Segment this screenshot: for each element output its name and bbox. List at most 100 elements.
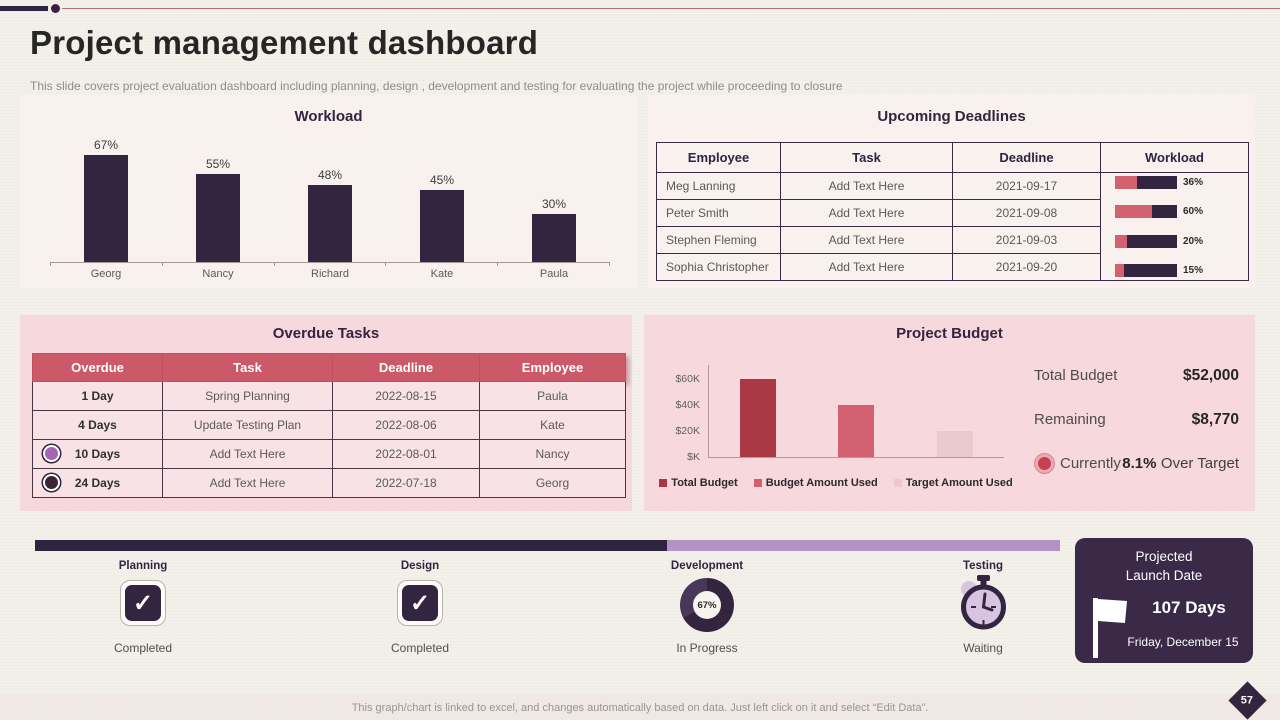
- overdue-task: Spring Planning: [162, 381, 333, 411]
- legend-item: Total Budget: [659, 477, 738, 489]
- overdue-days: 1 Day: [32, 381, 163, 411]
- currently-label: Currently: [1060, 455, 1121, 472]
- checkbox-checked-icon: ✓: [397, 580, 443, 626]
- workload-bar: 67%: [84, 138, 128, 262]
- deadlines-employee: Peter Smith: [656, 199, 781, 227]
- flag-icon: [1093, 598, 1127, 658]
- milestone-status: Waiting: [963, 641, 1003, 655]
- workload-bar-chart[interactable]: 67% 55% 48% 45% 30%: [50, 138, 610, 262]
- overdue-employee: Georg: [479, 468, 626, 498]
- workload-bar-column: 55%: [162, 143, 274, 262]
- workload-mini-bar-row: 15%: [1101, 263, 1248, 277]
- launch-date: Friday, December 15: [1127, 635, 1239, 649]
- timeline-progress-bar: [35, 540, 1060, 551]
- budget-currently-row: Currently 8.1% Over Target: [1034, 455, 1239, 473]
- overdue-col-task: Task: [162, 353, 333, 382]
- workload-category: Richard: [311, 268, 349, 280]
- workload-bar-value: 45%: [429, 173, 455, 187]
- budget-bar-used: [838, 405, 875, 457]
- overdue-days: 10 Days: [32, 439, 163, 469]
- donut-percent-label: 67%: [693, 591, 721, 619]
- workload-mini-label: 36%: [1183, 177, 1204, 188]
- remaining-value: $8,770: [1191, 411, 1239, 428]
- overdue-col-employee: Employee: [479, 353, 626, 382]
- table-row: Stephen Fleming Add Text Here 2021-09-03: [656, 226, 1249, 254]
- deadlines-employee: Meg Lanning: [656, 172, 781, 200]
- development-donut-chart[interactable]: 67%: [680, 578, 734, 632]
- overdue-days: 24 Days: [32, 468, 163, 498]
- deadlines-col-employee: Employee: [656, 142, 781, 173]
- overdue-panel: Overdue Tasks Overdue Task Deadline Empl…: [20, 315, 632, 511]
- legend-item: Target Amount Used: [893, 477, 1013, 489]
- budget-bar-total: [740, 379, 777, 457]
- deadlines-deadline: 2021-09-08: [952, 199, 1101, 227]
- deadlines-employee: Stephen Fleming: [656, 226, 781, 254]
- deadlines-table: Employee Task Deadline Workload Meg Lann…: [656, 142, 1249, 281]
- page-title: Project management dashboard: [30, 24, 539, 61]
- workload-category-labels: Georg Nancy Richard Kate Paula: [50, 268, 610, 280]
- workload-mini-bar-row: 36%: [1101, 176, 1248, 189]
- workload-bar: 30%: [532, 197, 576, 262]
- budget-stat-row: Remaining $8,770: [1034, 411, 1239, 429]
- overdue-employee: Nancy: [479, 439, 626, 469]
- workload-title: Workload: [294, 108, 363, 125]
- milestone-design: Design ✓ Completed: [350, 560, 490, 658]
- overdue-title: Overdue Tasks: [272, 325, 380, 342]
- overdue-days-text: 24 Days: [74, 476, 121, 490]
- deadlines-title: Upcoming Deadlines: [877, 108, 1026, 125]
- milestone-name: Design: [400, 560, 440, 572]
- workload-mini-bar-row: 60%: [1101, 205, 1248, 219]
- workload-x-axis: [50, 262, 610, 266]
- workload-category: Nancy: [202, 268, 234, 280]
- deadlines-employee: Sophia Christopher: [656, 253, 781, 281]
- over-target-pct: 8.1%: [1122, 455, 1157, 472]
- currently-indicator: Currently: [1034, 455, 1121, 473]
- table-row: 10 Days Add Text Here 2022-08-01 Nancy: [32, 439, 626, 469]
- stopwatch-icon: [961, 575, 1006, 630]
- table-row: 24 Days Add Text Here 2022-07-18 Georg: [32, 468, 626, 498]
- deadlines-task: Add Text Here: [780, 199, 953, 227]
- total-budget-label: Total Budget: [1034, 367, 1118, 384]
- workload-mini-bar: [1115, 263, 1177, 277]
- budget-bar-chart[interactable]: $60K $40K $20K $K Total Budget Budget Am…: [656, 365, 1016, 505]
- overdue-col-deadline: Deadline: [332, 353, 480, 382]
- budget-bar-target: [936, 431, 973, 457]
- legend-swatch-icon: [659, 479, 668, 487]
- workload-mini-label: 60%: [1183, 206, 1204, 218]
- overdue-marker-purple-icon: [45, 447, 58, 460]
- overdue-task: Update Testing Plan: [162, 410, 333, 440]
- workload-mini-bar: [1115, 205, 1177, 219]
- deadlines-deadline: 2021-09-03: [952, 226, 1101, 254]
- overdue-table: Overdue Task Deadline Employee 1 Day Spr…: [32, 353, 626, 498]
- milestone-testing: Testing Waiting: [913, 560, 1053, 658]
- workload-mini-bar: [1115, 234, 1177, 248]
- budget-legend: Total Budget Budget Amount Used Target A…: [656, 477, 1016, 489]
- workload-category: Kate: [430, 268, 454, 280]
- milestone-name: Planning: [118, 560, 168, 572]
- deadlines-task: Add Text Here: [780, 253, 953, 281]
- deadlines-workload-chart[interactable]: 36% 60% 20%: [1100, 172, 1249, 281]
- workload-bar-column: 48%: [274, 143, 386, 262]
- legend-label: Target Amount Used: [905, 477, 1013, 489]
- overdue-deadline: 2022-08-15: [332, 381, 480, 411]
- workload-bar: 45%: [420, 173, 464, 262]
- checkbox-checked-icon: ✓: [120, 580, 166, 626]
- overdue-col-overdue: Overdue: [32, 353, 163, 382]
- overdue-employee: Paula: [479, 381, 626, 411]
- milestone-status: Completed: [390, 641, 450, 655]
- milestone-status: In Progress: [676, 641, 738, 655]
- launch-date-card: Projected Launch Date 107 Days Friday, D…: [1075, 538, 1253, 663]
- page-subtitle: This slide covers project evaluation das…: [30, 79, 843, 93]
- launch-days: 107 Days: [1152, 598, 1226, 617]
- workload-category: Georg: [90, 268, 122, 280]
- table-row: Sophia Christopher Add Text Here 2021-09…: [656, 253, 1249, 281]
- remaining-label: Remaining: [1034, 411, 1106, 428]
- budget-ytick: $20K: [675, 425, 700, 437]
- workload-bar-value: 55%: [205, 157, 231, 171]
- overdue-days: 4 Days: [32, 410, 163, 440]
- budget-panel: Project Budget $60K $40K $20K $K Total B…: [644, 315, 1255, 511]
- over-target-block: 8.1% Over Target: [1122, 455, 1239, 473]
- workload-mini-label: 20%: [1183, 235, 1204, 247]
- launch-title-line2: Launch Date: [1125, 568, 1203, 583]
